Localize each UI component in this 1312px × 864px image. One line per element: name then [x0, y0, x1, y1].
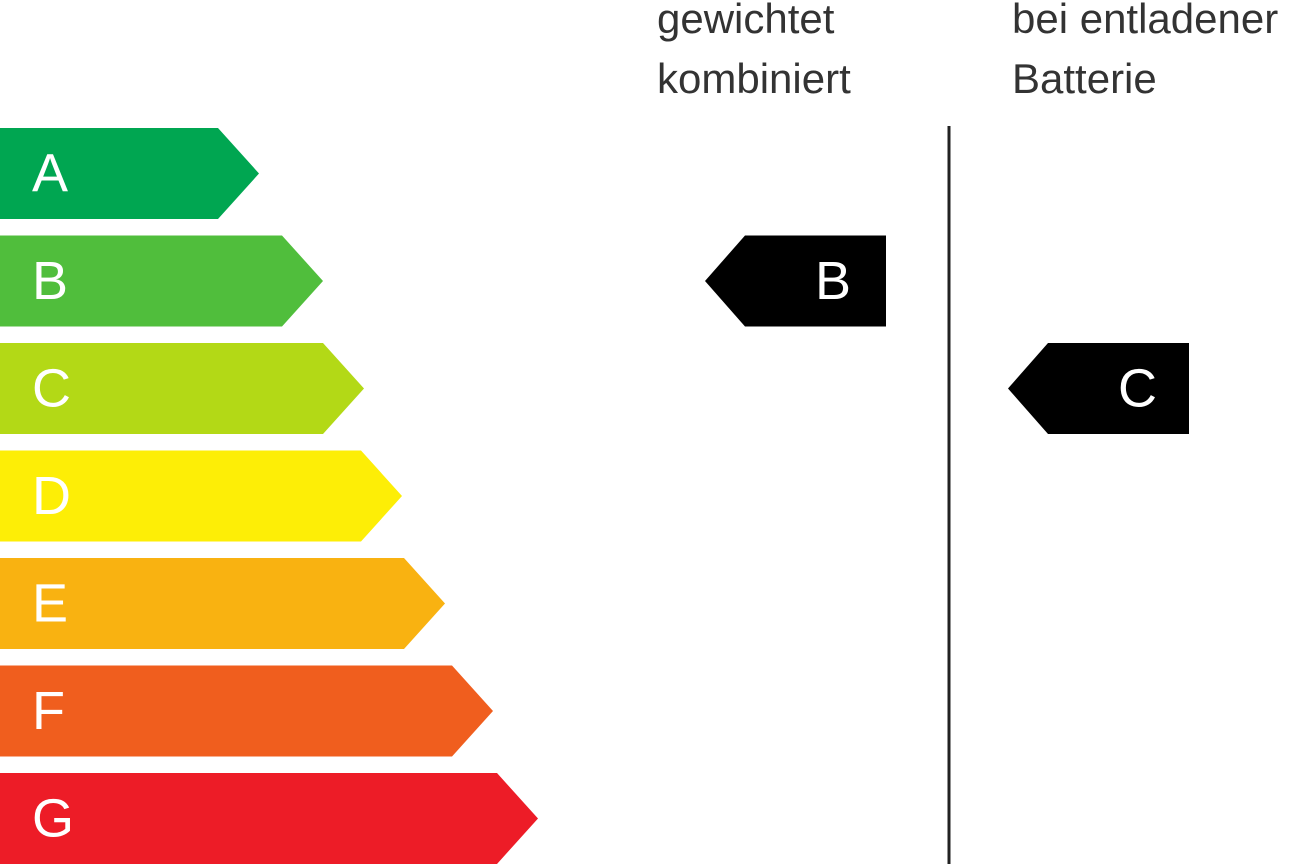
column-header: Batterie	[1012, 55, 1157, 102]
class-label: D	[32, 466, 71, 526]
class-arrow	[0, 665, 493, 757]
class-label: E	[32, 574, 68, 634]
rating-label: B	[815, 251, 851, 311]
class-label: F	[32, 681, 65, 741]
class-label: G	[32, 789, 74, 849]
rating-label: C	[1118, 359, 1157, 419]
class-label: B	[32, 251, 68, 311]
class-arrow	[0, 773, 538, 864]
class-arrow	[0, 235, 323, 327]
class-arrow	[0, 343, 364, 434]
column-header: bei entladener	[1012, 0, 1278, 42]
rating-indicator	[1008, 343, 1189, 434]
column-header: kombiniert	[657, 55, 851, 102]
rating-indicator	[705, 235, 886, 327]
column-header: gewichtet	[657, 0, 835, 42]
class-arrow	[0, 450, 402, 542]
class-arrow	[0, 558, 445, 649]
class-label: A	[32, 144, 68, 204]
class-arrow	[0, 128, 259, 219]
class-label: C	[32, 359, 71, 419]
